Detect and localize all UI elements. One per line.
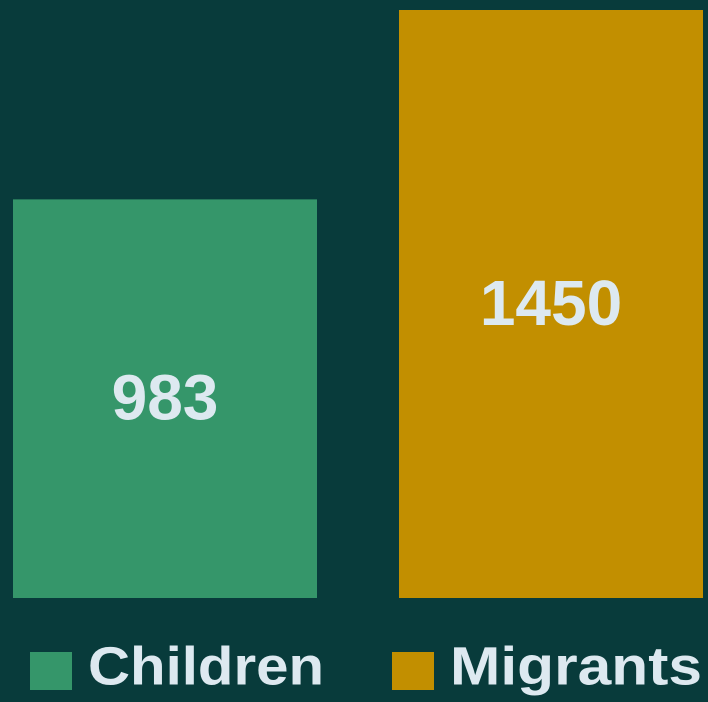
legend-label: Migrants [450,636,702,696]
legend-swatch [392,652,434,690]
data-label: 983 [112,362,219,434]
legend-swatch [30,652,72,690]
legend-label: Children [88,636,324,696]
bar [399,10,703,598]
data-label: 1450 [480,267,622,339]
bar [13,199,317,598]
